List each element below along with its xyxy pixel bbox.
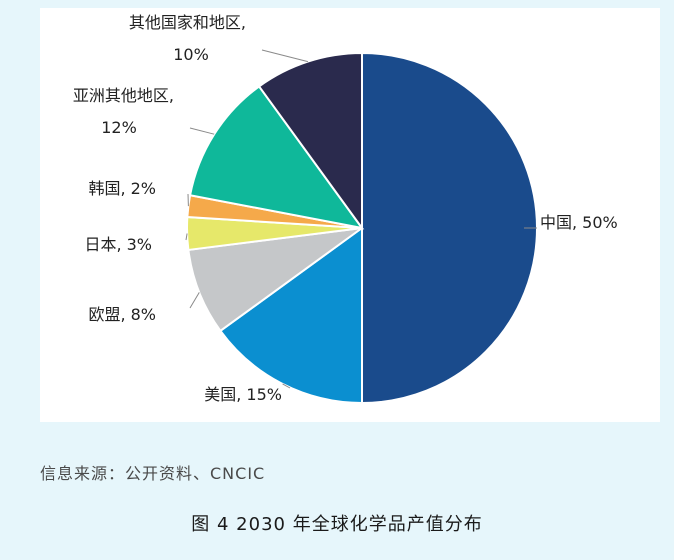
slice-label: 其他国家和地区, 10% (129, 13, 246, 64)
pie-slice (219, 226, 363, 405)
leader-line (185, 233, 188, 241)
slice-label-line: 其他国家和地区, (129, 13, 246, 32)
slice-label: 欧盟, 8% (88, 305, 156, 324)
slice-label-line: 亚洲其他地区, (73, 86, 174, 105)
slice-label: 亚洲其他地区, 12% (73, 86, 174, 137)
slice-label: 日本, 3% (84, 235, 152, 254)
pie-chart: 中国, 50% 美国, 15% 欧盟, 8% 日本, 3% 韩国, 2% 亚洲其他地区, 1… (73, 13, 618, 405)
leader-line (189, 127, 215, 135)
leader-line (282, 383, 291, 389)
pie-slice (188, 85, 365, 230)
slice-label-line: 美国, 15% (204, 385, 282, 404)
slice-label: 中国, 50% (540, 213, 618, 232)
slice-label: 韩国, 2% (88, 179, 156, 198)
figure-caption: 图 4 2030 年全球化学品产值分布 (191, 514, 483, 535)
source-note: 信息来源：公开资料、CNCIC (40, 464, 266, 483)
slice-label-line: 日本, 3% (84, 235, 152, 254)
slice-label-line: 韩国, 2% (88, 179, 156, 198)
leader-line (189, 292, 200, 309)
slice-label: 美国, 15% (204, 385, 282, 404)
pie-slice (257, 51, 363, 232)
slice-label-line: 12% (101, 118, 137, 137)
leader-line (261, 49, 309, 63)
slice-label-line: 中国, 50% (540, 213, 618, 232)
slice-label-line: 欧盟, 8% (88, 305, 156, 324)
pie-slice (361, 51, 538, 405)
pie-chart-panel: 中国, 50% 美国, 15% 欧盟, 8% 日本, 3% 韩国, 2% 亚洲其他地区, 1… (40, 8, 660, 422)
slice-label-line: 10% (173, 45, 209, 64)
